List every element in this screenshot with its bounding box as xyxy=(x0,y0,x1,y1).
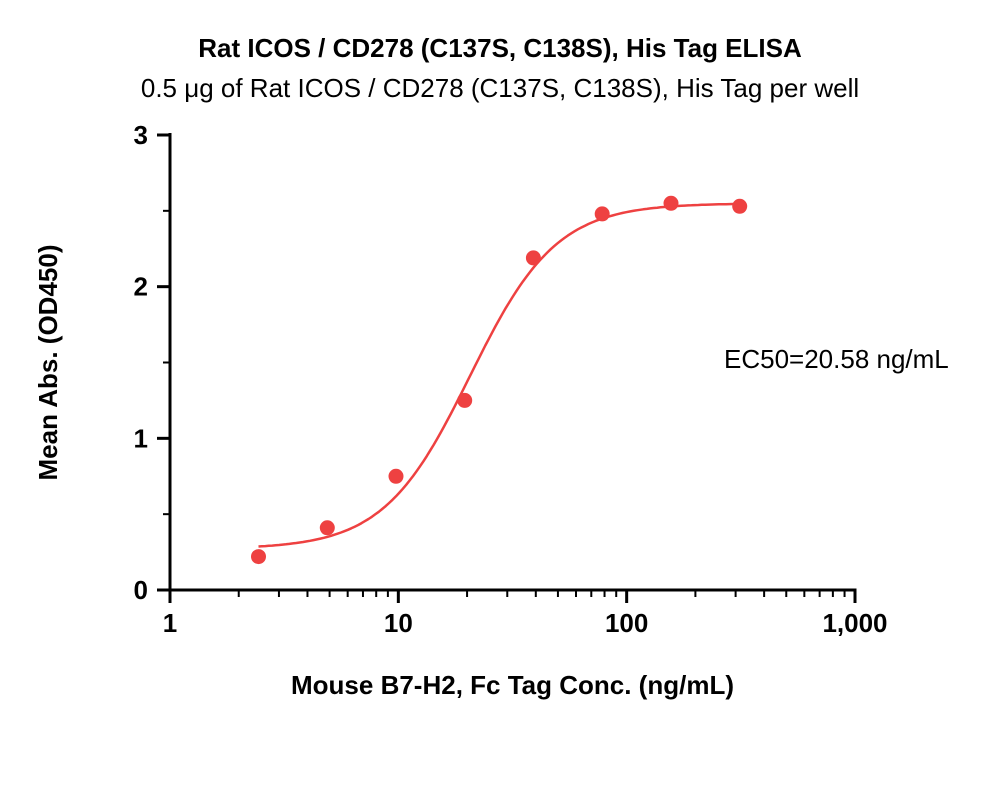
data-point xyxy=(525,250,541,266)
data-point xyxy=(388,468,404,484)
x-tick-label: 10 xyxy=(384,608,413,638)
x-tick-label: 1,000 xyxy=(822,608,887,638)
y-tick-label: 3 xyxy=(134,120,148,150)
data-point xyxy=(251,549,266,565)
y-axis-title: Mean Abs. (OD450) xyxy=(33,245,63,481)
chart-subtitle: 0.5 μg of Rat ICOS / CD278 (C137S, C138S… xyxy=(140,73,860,103)
data-point xyxy=(457,392,473,408)
data-point xyxy=(319,520,335,536)
x-tick-label: 100 xyxy=(605,608,648,638)
x-axis-title: Mouse B7-H2, Fc Tag Conc. (ng/mL) xyxy=(291,670,734,700)
data-point xyxy=(663,195,679,211)
y-tick-label: 2 xyxy=(134,272,148,302)
data-point xyxy=(594,206,610,222)
y-tick-label: 0 xyxy=(134,575,148,605)
x-tick-label: 1 xyxy=(163,608,177,638)
fit-curve xyxy=(258,202,740,548)
data-point xyxy=(732,198,748,214)
chart-title: Rat ICOS / CD278 (C137S, C138S), His Tag… xyxy=(198,33,802,63)
y-tick-label: 1 xyxy=(134,423,148,453)
ec50-annotation: EC50=20.58 ng/mL xyxy=(724,344,949,374)
